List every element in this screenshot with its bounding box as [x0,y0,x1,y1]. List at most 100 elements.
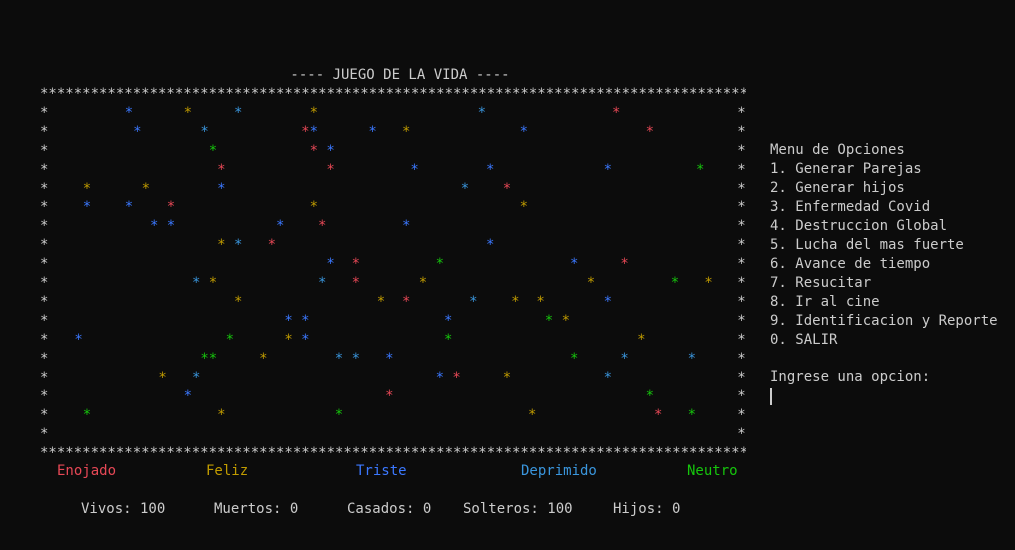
person-feliz: * [183,104,193,121]
board-border-right: * [737,104,746,121]
person-feliz: * [519,199,529,216]
person-enojado: * [620,256,629,273]
person-feliz: * [376,293,386,310]
person-feliz: * [401,123,411,140]
text-cursor[interactable] [770,388,772,405]
person-deprimido: * [334,350,344,367]
board-border-right: * [737,180,746,197]
person-enojado: * [309,142,319,159]
person-triste: * [166,218,176,235]
menu-item-5: 5. Lucha del mas fuerte [770,237,964,253]
person-feliz: * [158,369,167,386]
person-deprimido: * [191,369,201,386]
person-feliz: * [208,275,218,291]
person-deprimido: * [233,237,243,254]
board-border-top: ****************************************… [40,86,746,102]
person-deprimido: * [233,104,243,121]
stat-vivos: Vivos: 100 [81,501,166,517]
legend-neutro: Neutro [687,463,738,479]
board-border-right: * [737,312,746,329]
person-neutro: * [687,407,697,424]
person-deprimido: * [603,369,613,386]
person-enojado: * [385,388,394,405]
person-deprimido: * [620,350,629,367]
person-triste: * [485,161,495,178]
person-triste: * [443,312,453,329]
person-enojado: * [317,218,327,235]
person-neutro: * [200,350,209,367]
board-border-bottom: ****************************************… [40,445,746,462]
person-enojado: * [645,123,655,140]
person-enojado: * [502,180,512,197]
person-neutro: * [443,331,453,348]
menu-item-9: 9. Identificacion y Reporte [770,313,998,329]
board-border-right: * [737,237,746,254]
person-neutro: * [225,331,235,348]
stat-casados: Casados: 0 [347,501,432,517]
person-feliz: * [704,275,713,291]
person-feliz: * [502,369,512,386]
person-neutro: * [645,388,655,405]
board-border-left: * [40,199,49,216]
person-deprimido: * [200,123,209,140]
person-feliz: * [637,331,646,348]
person-neutro: * [670,275,680,291]
person-triste: * [435,369,445,386]
person-triste: * [519,123,529,140]
person-triste: * [401,218,411,235]
person-triste: * [183,388,193,405]
board-border-left: * [40,350,49,367]
person-deprimido: * [317,275,327,291]
person-feliz: * [527,407,537,424]
board-border-left: * [40,275,49,291]
legend-enojado: Enojado [57,463,117,479]
person-enojado: * [326,161,335,178]
person-feliz: * [217,237,226,254]
person-feliz: * [418,275,428,291]
person-triste: * [301,331,310,348]
board-border-right: * [737,199,746,216]
person-triste: * [603,293,613,310]
board-border-right: * [737,293,746,310]
person-feliz: * [586,275,596,291]
board-border-left: * [40,142,49,159]
board-border-right: * [737,369,746,386]
person-deprimido: * [351,350,361,367]
board-border-left: * [40,104,49,121]
person-triste: * [124,199,134,216]
person-enojado: * [217,161,226,178]
person-enojado: * [611,104,621,121]
person-feliz: * [259,350,268,367]
person-deprimido: * [469,293,478,310]
person-triste: * [326,142,335,159]
menu-item-8: 8. Ir al cine [770,294,880,310]
person-triste: * [133,123,142,140]
person-neutro: * [435,256,445,273]
board-border-right: * [737,407,746,424]
menu-item-1: 1. Generar Parejas [770,161,922,177]
options-menu: Menu de Opciones 1. Generar Parejas 2. G… [770,141,998,350]
stat-solteros: Solteros: 100 [463,501,573,517]
stat-muertos: Muertos: 0 [214,501,299,517]
menu-title: Menu de Opciones [770,142,905,158]
board-border-right: * [737,331,746,348]
person-triste: * [217,180,226,197]
board-border-left: * [40,218,49,235]
board-border-right: * [737,256,746,273]
person-feliz: * [536,293,545,310]
person-triste: * [326,256,335,273]
person-enojado: * [267,237,277,254]
menu-item-4: 4. Destruccion Global [770,218,948,234]
person-triste: * [284,312,293,329]
person-enojado: * [653,407,663,424]
person-deprimido: * [191,275,201,291]
person-deprimido: * [477,104,487,121]
person-feliz: * [309,104,319,121]
board-border-left: * [40,369,49,386]
person-triste: * [385,350,394,367]
stat-hijos: Hijos: 0 [613,501,681,517]
person-neutro: * [82,407,92,424]
person-triste: * [368,123,377,140]
board-border-left: * [40,256,49,273]
board-border-left: * [40,407,49,424]
